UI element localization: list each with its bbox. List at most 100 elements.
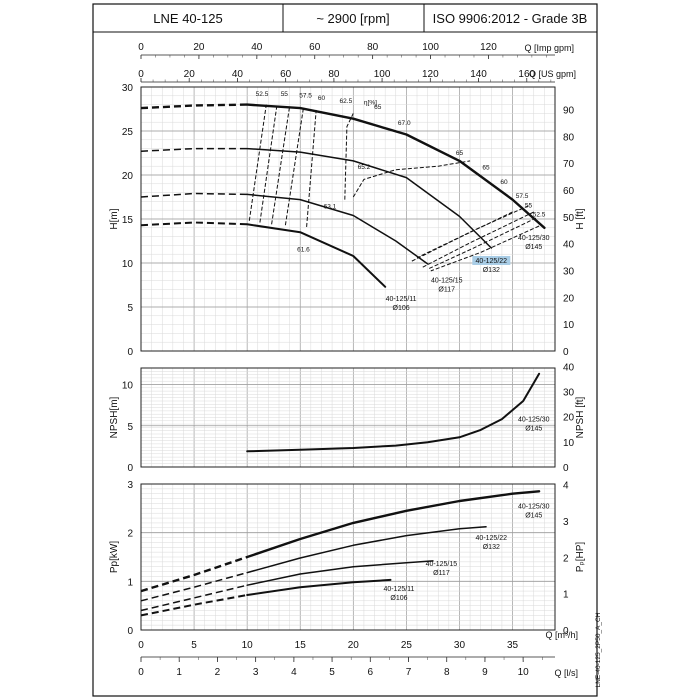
imp-tick-label: 80 <box>367 42 379 53</box>
ls-tick-label: 8 <box>444 667 450 678</box>
header-speed: ~ 2900 [rpm] <box>316 11 389 26</box>
efficiency-curve-label: 60 <box>318 95 326 102</box>
series-label: 40-125/15 <box>426 561 458 568</box>
series-label-highlight <box>472 256 511 265</box>
series-line <box>246 147 493 249</box>
ls-tick-label: 1 <box>176 667 182 678</box>
m3h-tick-label: 35 <box>507 640 519 651</box>
efficiency-curve <box>271 106 291 225</box>
y2-axis-label: H [ft] <box>575 208 586 229</box>
y-tick-label: 0 <box>127 463 133 474</box>
chart-code: LNE-40-125_2P50_A_CH <box>595 612 602 687</box>
efficiency-curve-label: 52.5 <box>256 91 269 98</box>
bottom-flow-axes: 0 5 10 15 20 25 30 35 Q [m³/h] 0 1 2 3 4 5 6 7 8 9 10 Q [l/s… <box>138 630 578 678</box>
series-label: 40-125/30 <box>518 503 550 510</box>
series-label: 40-125/30 <box>518 417 550 424</box>
series-line <box>246 560 434 586</box>
annotation: 61.6 <box>297 247 310 254</box>
y2-tick-label: 10 <box>563 438 575 449</box>
y-tick-label: 2 <box>127 529 133 540</box>
series-label: 40-125/22 <box>476 258 508 265</box>
y2-tick-label: 30 <box>563 388 575 399</box>
efficiency-label: η[%] <box>364 100 377 107</box>
y-tick-label: 15 <box>122 215 134 226</box>
efficiency-curve <box>306 109 317 227</box>
y-tick-label: 25 <box>122 127 134 138</box>
annotation: 65 <box>482 165 490 172</box>
y2-tick-label: 0 <box>563 463 569 474</box>
y2-tick-label: 20 <box>563 413 575 424</box>
series-label-diameter: Ø145 <box>525 426 542 433</box>
series-label-diameter: Ø117 <box>433 570 450 577</box>
y2-tick-label: 10 <box>563 320 575 331</box>
ls-tick-label: 7 <box>406 667 412 678</box>
series-line-dashed <box>140 221 248 227</box>
efficiency-curve <box>284 108 304 226</box>
m3h-tick-label: 5 <box>191 640 197 651</box>
imp-tick-label: 40 <box>251 42 263 53</box>
power-panel: 0 1 2 3 0 1 2 3 4 Pp[kW] Pₚ[HP] 40-125/30 Ø145 40-125… <box>109 480 586 637</box>
annotation: 65 <box>456 150 464 157</box>
y2-tick-label: 30 <box>563 267 575 278</box>
imp-axis-label: Q [Imp gpm] <box>524 43 574 53</box>
series-label-diameter: Ø132 <box>483 267 500 274</box>
y2-tick-label: 90 <box>563 106 575 117</box>
chart-frame <box>92 3 598 697</box>
series-line <box>246 223 387 288</box>
series-label: 40-125/11 <box>383 586 414 593</box>
m3h-tick-label: 15 <box>295 640 307 651</box>
series-line <box>246 578 392 596</box>
us-tick-label: 0 <box>138 69 144 80</box>
y-axis-label: H[m] <box>109 208 120 229</box>
ls-axis-label: Q [l/s] <box>554 668 578 678</box>
imp-tick-label: 0 <box>138 42 144 53</box>
ls-tick-label: 5 <box>329 667 335 678</box>
efficiency-curve <box>427 217 537 270</box>
y2-axis-label: NPSH [ft] <box>575 396 586 438</box>
ls-tick-label: 0 <box>138 667 144 678</box>
series-line <box>246 193 429 265</box>
annotation: 52.5 <box>533 211 546 218</box>
series-line <box>246 103 546 229</box>
y2-tick-label: 40 <box>563 362 575 373</box>
us-tick-label: 160 <box>518 69 535 80</box>
us-tick-label: 60 <box>280 69 292 80</box>
y-tick-label: 5 <box>127 422 133 433</box>
y2-tick-label: 0 <box>563 626 569 637</box>
y2-tick-label: 2 <box>563 553 569 564</box>
efficiency-curve-label: 62.5 <box>340 98 353 105</box>
annotation: 65.2 <box>358 164 371 171</box>
us-tick-label: 20 <box>184 69 196 80</box>
series-line-dashed <box>140 571 248 602</box>
us-tick-label: 100 <box>374 69 391 80</box>
annotation: 60 <box>500 179 508 186</box>
plot-area-border <box>140 367 556 468</box>
us-axis-label: Q [US gpm] <box>529 69 576 79</box>
m3h-tick-label: 10 <box>242 640 254 651</box>
series-label-diameter: Ø117 <box>438 286 455 293</box>
imp-tick-label: 100 <box>422 42 439 53</box>
y-axis-label: NPSH[m] <box>109 396 120 438</box>
y2-tick-label: 80 <box>563 132 575 143</box>
y-tick-label: 3 <box>127 480 133 491</box>
y-tick-label: 0 <box>127 626 133 637</box>
series-label-diameter: Ø106 <box>393 305 410 312</box>
plot-area-border <box>140 483 556 631</box>
y-tick-label: 1 <box>127 577 133 588</box>
efficiency-curve <box>416 205 529 259</box>
header-standard: ISO 9906:2012 - Grade 3B <box>433 11 588 26</box>
y2-tick-label: 1 <box>563 590 569 601</box>
y-tick-label: 20 <box>122 171 134 182</box>
efficiency-curve-label: 55 <box>281 91 289 98</box>
annotation: 55 <box>525 203 533 210</box>
ls-tick-label: 10 <box>518 667 530 678</box>
annotation: 57.5 <box>516 193 529 200</box>
series-label: 40-125/15 <box>431 277 463 284</box>
series-label: 40-125/22 <box>476 535 508 542</box>
series-label-diameter: Ø145 <box>525 512 542 519</box>
m3h-tick-label: 0 <box>138 640 144 651</box>
y2-tick-label: 20 <box>563 293 575 304</box>
series-label-diameter: Ø106 <box>390 595 407 602</box>
efficiency-curve <box>344 113 354 200</box>
y2-tick-label: 60 <box>563 186 575 197</box>
